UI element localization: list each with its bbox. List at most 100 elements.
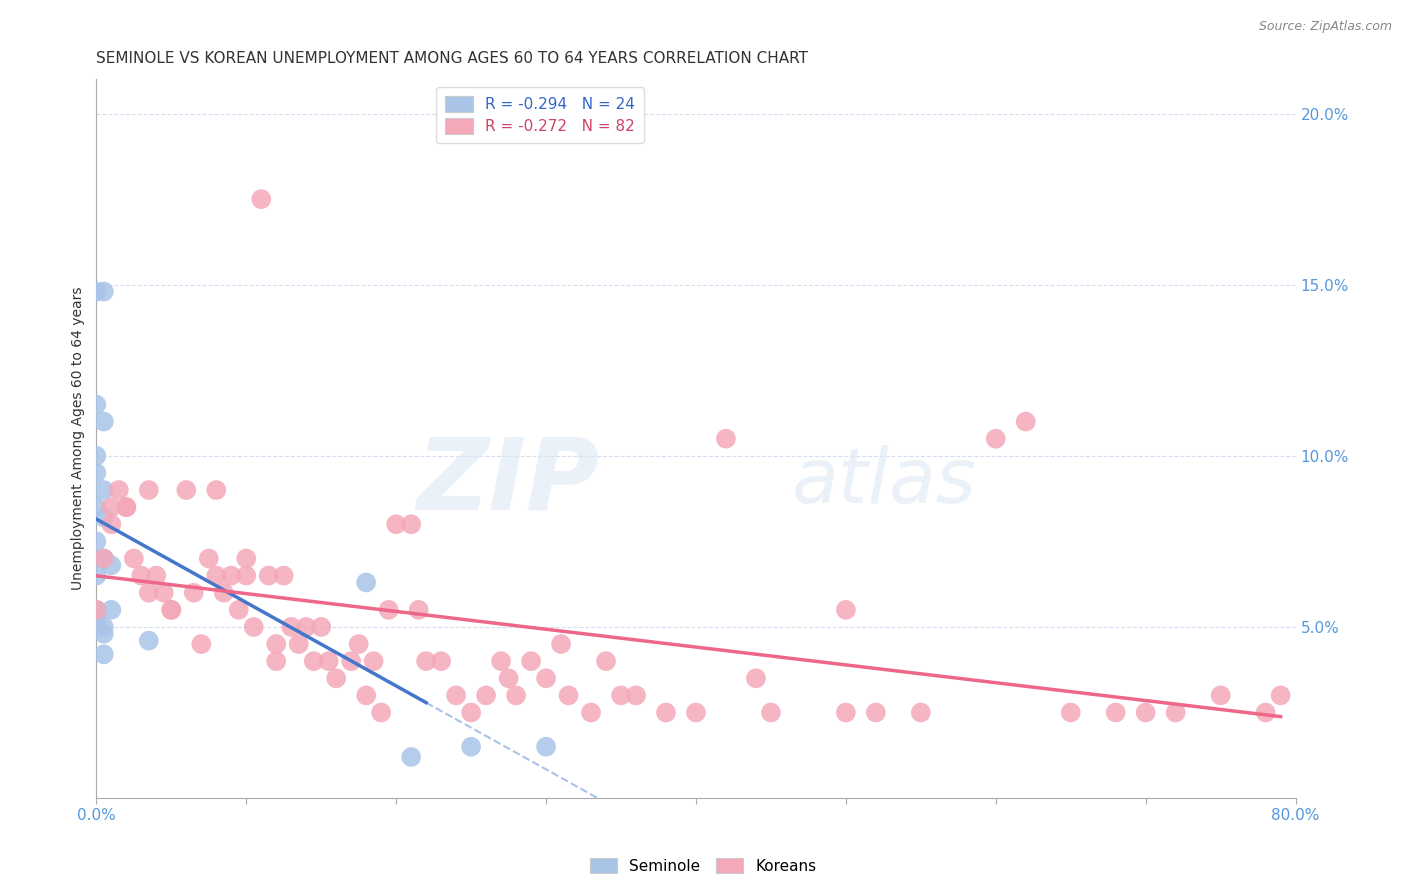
Point <box>408 603 430 617</box>
Point <box>250 192 273 206</box>
Point <box>1209 689 1232 703</box>
Point <box>498 671 520 685</box>
Point <box>460 739 482 754</box>
Point <box>174 483 197 497</box>
Point <box>550 637 572 651</box>
Point <box>160 603 183 617</box>
Point <box>347 637 370 651</box>
Point <box>86 285 108 299</box>
Point <box>100 603 122 617</box>
Point <box>264 654 287 668</box>
Legend: R = -0.294   N = 24, R = -0.272   N = 82: R = -0.294 N = 24, R = -0.272 N = 82 <box>436 87 644 144</box>
Point <box>363 654 385 668</box>
Point <box>264 637 287 651</box>
Point <box>610 689 633 703</box>
Point <box>624 689 647 703</box>
Point <box>354 689 377 703</box>
Point <box>242 620 264 634</box>
Point <box>108 483 131 497</box>
Point <box>205 568 228 582</box>
Point <box>93 627 115 641</box>
Point <box>235 568 257 582</box>
Point <box>100 517 122 532</box>
Point <box>93 415 115 429</box>
Point <box>910 706 932 720</box>
Point <box>1015 415 1038 429</box>
Point <box>835 706 858 720</box>
Point <box>354 575 377 590</box>
Point <box>86 613 108 627</box>
Point <box>183 585 205 599</box>
Point <box>377 603 399 617</box>
Point <box>86 500 108 515</box>
Point <box>257 568 280 582</box>
Point <box>1254 706 1277 720</box>
Point <box>86 534 108 549</box>
Point <box>280 620 302 634</box>
Point <box>138 483 160 497</box>
Point <box>685 706 707 720</box>
Point <box>325 671 347 685</box>
Point <box>430 654 453 668</box>
Point <box>399 517 422 532</box>
Point <box>370 706 392 720</box>
Point <box>1060 706 1083 720</box>
Point <box>399 750 422 764</box>
Point <box>122 551 145 566</box>
Point <box>197 551 219 566</box>
Point <box>340 654 363 668</box>
Point <box>475 689 498 703</box>
Point <box>655 706 678 720</box>
Point <box>759 706 782 720</box>
Point <box>302 654 325 668</box>
Point <box>520 654 543 668</box>
Point <box>86 397 108 411</box>
Point <box>415 654 437 668</box>
Text: ZIP: ZIP <box>418 434 600 531</box>
Point <box>212 585 235 599</box>
Point <box>86 449 108 463</box>
Point <box>205 483 228 497</box>
Text: atlas: atlas <box>792 445 976 519</box>
Y-axis label: Unemployment Among Ages 60 to 64 years: Unemployment Among Ages 60 to 64 years <box>72 287 86 591</box>
Point <box>1270 689 1292 703</box>
Point <box>93 551 115 566</box>
Point <box>160 603 183 617</box>
Point <box>865 706 887 720</box>
Point <box>86 603 108 617</box>
Point <box>1105 706 1128 720</box>
Point <box>93 551 115 566</box>
Point <box>235 551 257 566</box>
Point <box>595 654 617 668</box>
Point <box>93 285 115 299</box>
Point <box>86 568 108 582</box>
Point <box>557 689 579 703</box>
Text: SEMINOLE VS KOREAN UNEMPLOYMENT AMONG AGES 60 TO 64 YEARS CORRELATION CHART: SEMINOLE VS KOREAN UNEMPLOYMENT AMONG AG… <box>97 51 808 66</box>
Point <box>444 689 467 703</box>
Point <box>714 432 737 446</box>
Point <box>86 466 108 480</box>
Point <box>1135 706 1157 720</box>
Point <box>984 432 1007 446</box>
Point <box>1164 706 1187 720</box>
Point <box>93 483 115 497</box>
Point <box>385 517 408 532</box>
Point <box>131 568 153 582</box>
Point <box>93 510 115 524</box>
Point <box>145 568 167 582</box>
Point <box>309 620 332 634</box>
Point <box>460 706 482 720</box>
Point <box>228 603 250 617</box>
Text: Source: ZipAtlas.com: Source: ZipAtlas.com <box>1258 20 1392 33</box>
Point <box>745 671 768 685</box>
Point <box>86 603 108 617</box>
Point <box>489 654 512 668</box>
Point <box>100 500 122 515</box>
Point <box>835 603 858 617</box>
Point <box>93 620 115 634</box>
Point <box>579 706 602 720</box>
Point <box>534 671 557 685</box>
Point <box>138 585 160 599</box>
Point <box>505 689 527 703</box>
Point <box>534 739 557 754</box>
